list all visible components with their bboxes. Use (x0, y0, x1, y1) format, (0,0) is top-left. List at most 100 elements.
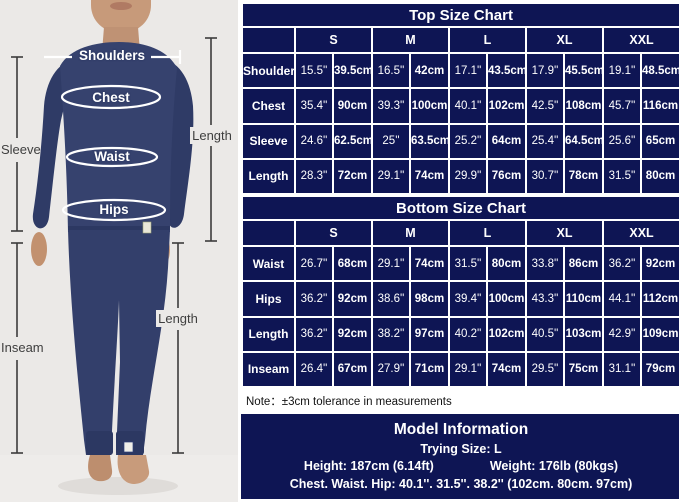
tolerance-note: Note：±3cm tolerance in measurements (241, 388, 679, 414)
bottom-chart-title: Bottom Size Chart (240, 195, 679, 221)
cell-cm: 100cm (409, 87, 450, 125)
table-title-row: Top Size Chart (240, 2, 679, 28)
cell-cm: 108cm (563, 87, 604, 125)
model-trying-size: Trying Size: L (420, 441, 502, 456)
cell-cm: 74cm (409, 244, 450, 283)
cell-cm: 110cm (563, 280, 604, 318)
size-header-xl: XL (525, 219, 604, 247)
row-label: Length (241, 157, 296, 196)
cell-cm: 39.5cm (332, 51, 373, 90)
cell-inch: 40.1'' (448, 87, 488, 125)
top-chart-title: Top Size Chart (240, 2, 679, 28)
cell-inch: 42.9'' (602, 315, 642, 353)
cell-inch: 25.6'' (602, 122, 642, 160)
cell-cm: 79cm (639, 350, 679, 389)
cell-inch: 31.5'' (602, 157, 642, 196)
cell-inch: 24.6'' (294, 122, 334, 160)
cell-inch: 27.9'' (371, 350, 411, 389)
size-header-s: S (294, 219, 373, 247)
cell-inch: 38.2'' (371, 315, 411, 353)
cell-cm: 74cm (486, 350, 527, 389)
model-height: Height: 187cm (6.14ft) (303, 459, 434, 474)
size-charts-panel: Top Size Chart S M L XL XXL Shoulders 15… (238, 0, 679, 502)
table-row: Length 36.2'' 92cm 38.2'' 97cm 40.2'' 10… (241, 315, 679, 353)
cell-cm: 78cm (563, 157, 604, 196)
model-height-weight: Height: 187cm (6.14ft) Weight: 176lb (80… (304, 459, 618, 475)
cell-inch: 39.3'' (371, 87, 411, 125)
cell-inch: 29.5'' (525, 350, 565, 389)
model-photo-panel: Shoulders Chest Waist Hips Sleeve Length… (0, 0, 238, 502)
row-label: Chest (241, 87, 296, 125)
size-header-xl: XL (525, 26, 604, 54)
size-header-xxl: XXL (601, 26, 679, 54)
cell-inch: 25'' (371, 122, 411, 160)
cell-inch: 25.2'' (448, 122, 488, 160)
bottom-size-chart-table: Bottom Size Chart S M L XL XXL Waist 26.… (240, 195, 679, 389)
cell-cm: 109cm (639, 315, 679, 353)
cell-inch: 26.4'' (294, 350, 334, 389)
cell-cm: 65cm (639, 122, 679, 160)
cell-cm: 62.5cm (332, 122, 373, 160)
hips-ellipse (61, 198, 167, 222)
dark-measure-lines (11, 37, 217, 454)
cell-cm: 63.5cm (409, 122, 450, 160)
cell-inch: 31.5'' (448, 244, 488, 283)
cell-inch: 17.1'' (448, 51, 488, 90)
cell-inch: 45.7'' (602, 87, 642, 125)
cell-cm: 64cm (486, 122, 527, 160)
cell-inch: 17.9'' (525, 51, 565, 90)
cell-inch: 25.4'' (525, 122, 565, 160)
cell-inch: 29.1'' (371, 244, 411, 283)
cell-cm: 80cm (639, 157, 679, 196)
table-row: Sleeve 24.6'' 62.5cm 25'' 63.5cm 25.2'' … (241, 122, 679, 160)
cell-inch: 40.2'' (448, 315, 488, 353)
cell-cm: 48.5cm (639, 51, 679, 90)
table-row: Chest 35.4'' 90cm 39.3'' 100cm 40.1'' 10… (241, 87, 679, 125)
table-row: Shoulders 15.5'' 39.5cm 16.5'' 42cm 17.1… (241, 51, 679, 90)
shirt-hem-tag (142, 221, 152, 234)
cell-inch: 28.3'' (294, 157, 334, 196)
cell-cm: 74cm (409, 157, 450, 196)
cell-cm: 42cm (409, 51, 450, 90)
cell-cm: 80cm (486, 244, 527, 283)
size-header-l: L (448, 219, 527, 247)
cell-inch: 39.4'' (448, 280, 488, 318)
cell-cm: 67cm (332, 350, 373, 389)
cell-inch: 35.4'' (294, 87, 334, 125)
model-measurements: Chest. Waist. Hip: 40.1''. 31.5''. 38.2'… (289, 477, 633, 491)
top-size-chart-table: Top Size Chart S M L XL XXL Shoulders 15… (240, 2, 679, 196)
cell-cm: 98cm (409, 280, 450, 318)
cell-inch: 29.1'' (371, 157, 411, 196)
cell-cm: 71cm (409, 350, 450, 389)
cell-inch: 33.8'' (525, 244, 565, 283)
cell-inch: 38.6'' (371, 280, 411, 318)
cell-cm: 68cm (332, 244, 373, 283)
size-header-s: S (294, 26, 373, 54)
model-info-title: Model Information (393, 421, 529, 439)
cell-inch: 31.1'' (602, 350, 642, 389)
cell-inch: 36.2'' (602, 244, 642, 283)
row-label: Length (241, 315, 296, 353)
table-title-row: Bottom Size Chart (240, 195, 679, 221)
table-row: Hips 36.2'' 92cm 38.6'' 98cm 39.4'' 100c… (241, 280, 679, 318)
table-row: Length 28.3'' 72cm 29.1'' 74cm 29.9'' 76… (241, 157, 679, 196)
cell-cm: 102cm (486, 87, 527, 125)
cell-inch: 16.5'' (371, 51, 411, 90)
model-weight: Weight: 176lb (80kgs) (489, 459, 619, 474)
cell-inch: 19.1'' (602, 51, 642, 90)
white-measure-annotations (44, 50, 182, 222)
size-header-row: S M L XL XXL (241, 26, 679, 54)
cell-inch: 42.5'' (525, 87, 565, 125)
cell-inch: 44.1'' (602, 280, 642, 318)
row-label: Shoulders (241, 51, 296, 90)
size-header-row: S M L XL XXL (241, 219, 679, 247)
cell-cm: 97cm (409, 315, 450, 353)
cell-cm: 92cm (332, 280, 373, 318)
cell-inch: 29.9'' (448, 157, 488, 196)
cell-inch: 43.3'' (525, 280, 565, 318)
size-header-l: L (448, 26, 527, 54)
cell-inch: 26.7'' (294, 244, 334, 283)
cell-inch: 30.7'' (525, 157, 565, 196)
table-row: Waist 26.7'' 68cm 29.1'' 74cm 31.5'' 80c… (241, 244, 679, 283)
